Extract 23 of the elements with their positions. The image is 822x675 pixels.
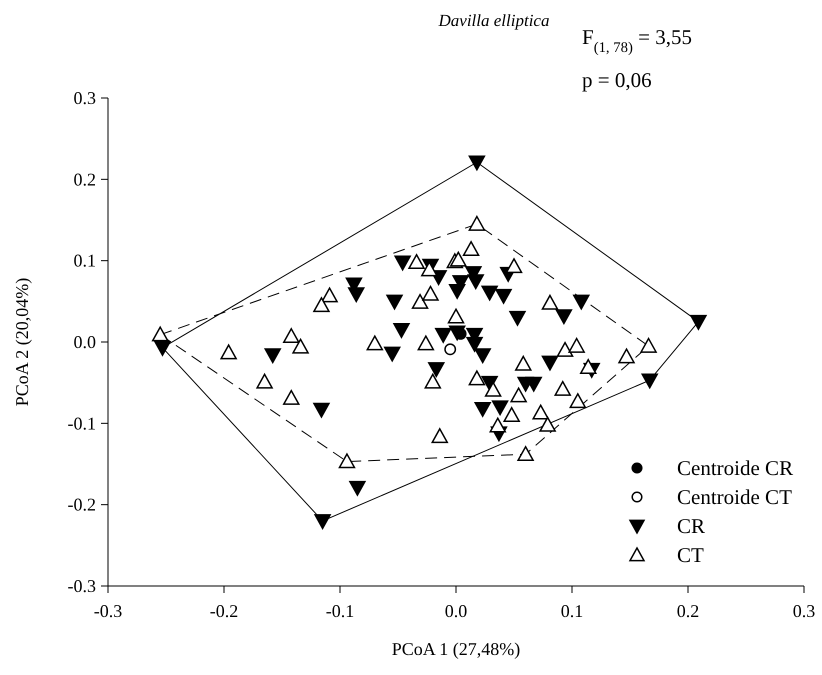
legend-label: Centroide CT bbox=[677, 485, 792, 509]
y-axis-title: PCoA 2 (20,04%) bbox=[12, 278, 32, 406]
chart-title: Davilla elliptica bbox=[438, 11, 550, 30]
y-tick-label: 0.2 bbox=[74, 169, 96, 190]
y-tick-label: -0.1 bbox=[68, 413, 96, 434]
x-tick-label: -0.1 bbox=[326, 601, 354, 621]
text: F$_{(1, 78)}$ = 3,55 bbox=[582, 25, 692, 56]
legend-label: Centroide CR bbox=[677, 456, 794, 480]
y-tick-label: -0.2 bbox=[68, 494, 96, 515]
x-tick-label: 0.2 bbox=[676, 601, 700, 621]
x-tick-label: 0.0 bbox=[444, 601, 468, 621]
y-tick-label: 0.0 bbox=[74, 332, 96, 352]
y-tick-label: -0.3 bbox=[68, 576, 96, 596]
x-tick-label: -0.3 bbox=[94, 601, 122, 621]
legend-label: CR bbox=[677, 514, 706, 538]
x-tick-label: 0.3 bbox=[792, 601, 816, 621]
legend-label: CT bbox=[677, 543, 704, 567]
y-tick-label: 0.3 bbox=[74, 88, 96, 108]
x-tick-label: -0.2 bbox=[210, 601, 238, 621]
x-axis-title: PCoA 1 (27,48%) bbox=[392, 639, 520, 659]
y-tick-label: 0.1 bbox=[74, 250, 96, 271]
text: p = 0,06 bbox=[582, 68, 652, 92]
x-tick-label: 0.1 bbox=[560, 601, 584, 621]
